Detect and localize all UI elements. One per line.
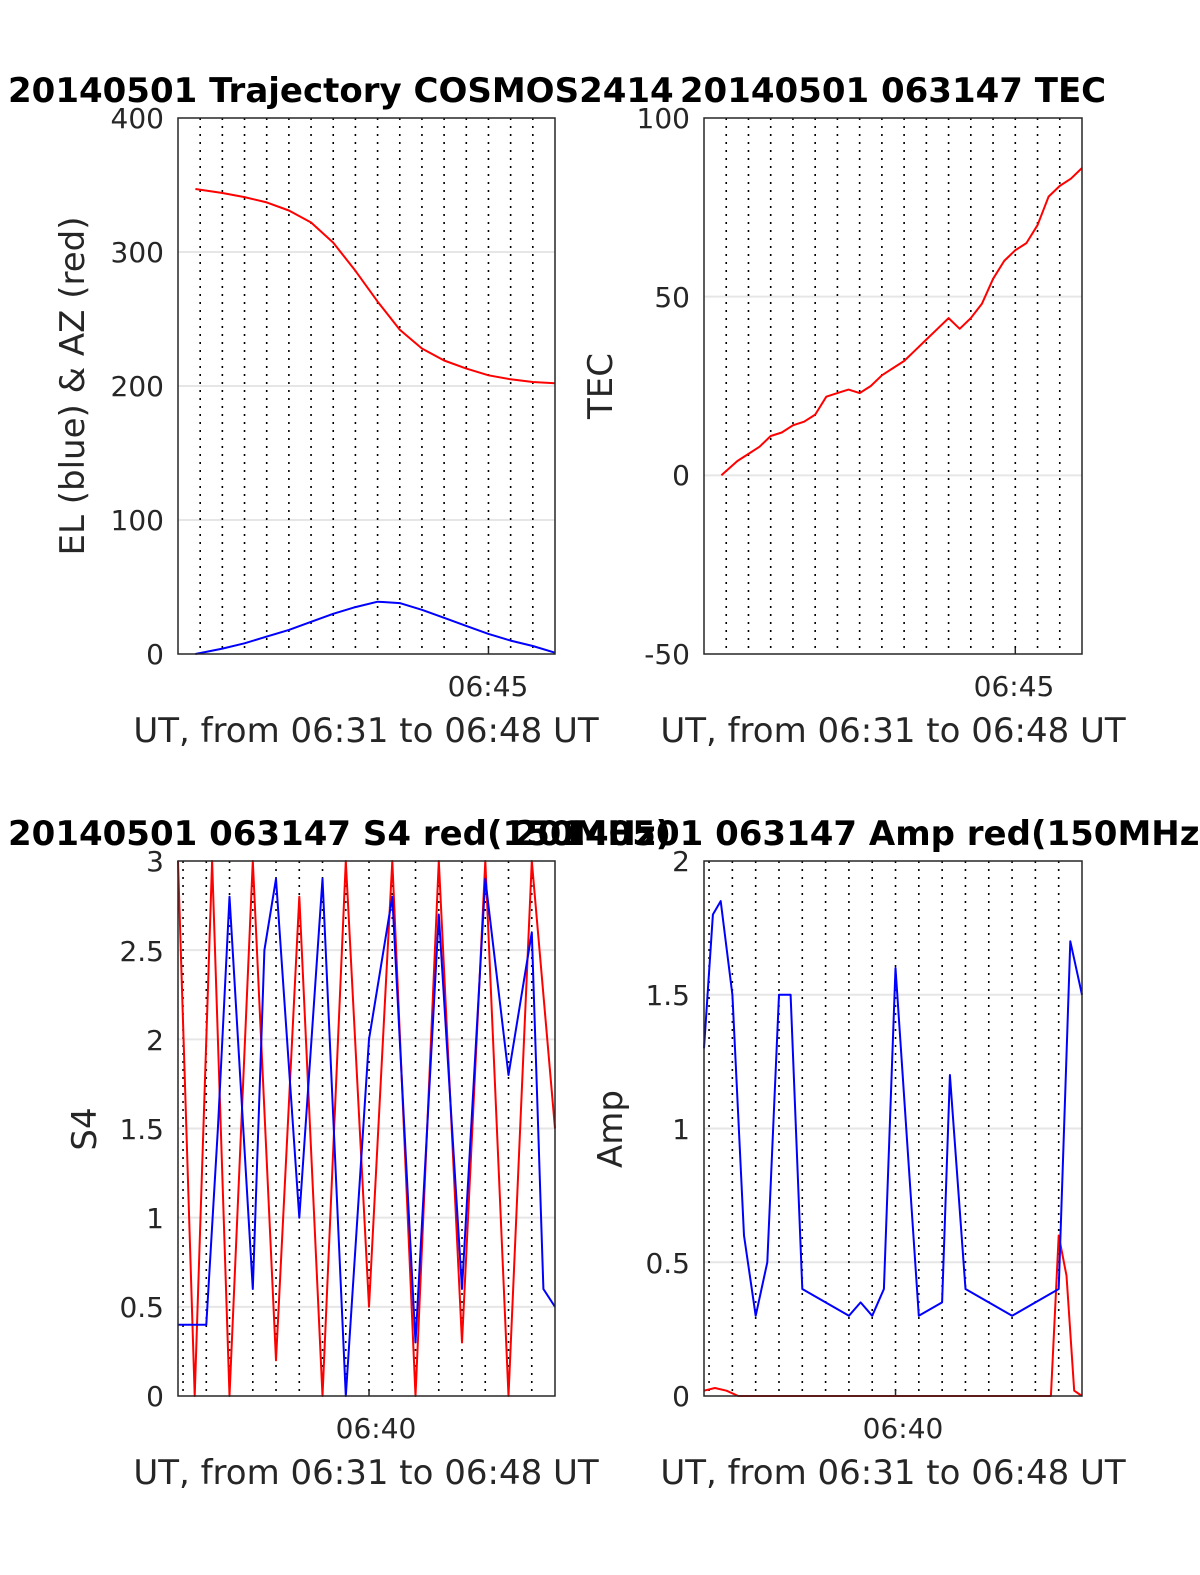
trajectory-y-axis-label: EL (blue) & AZ (red) [53, 216, 93, 555]
tec-y-tick: 100 [637, 102, 690, 135]
trajectory-y-tick: 200 [111, 370, 164, 403]
s4-y-tick: 0 [146, 1380, 164, 1413]
s4-title: 20140501 063147 S4 red(150MHz) [8, 814, 671, 854]
amp-y-tick: 2 [672, 845, 690, 878]
amp-x-axis-label: UT, from 06:31 to 06:48 UT [660, 1453, 1126, 1493]
series-line-blue [703, 900, 1083, 1317]
amp-x-tick: 06:40 [863, 1412, 944, 1445]
tec-y-axis-label: TEC [581, 353, 621, 420]
amp-plot-content [703, 861, 1083, 1397]
panel-trajectory: 20140501 Trajectory COSMOS2414 EL (blue)… [8, 71, 674, 751]
amp-y-axis-label: Amp [591, 1090, 631, 1168]
trajectory-y-tick: 100 [111, 504, 164, 537]
s4-y-tick: 0.5 [119, 1291, 164, 1324]
tec-x-axis-label: UT, from 06:31 to 06:48 UT [660, 711, 1126, 751]
series-line-blue [195, 600, 556, 655]
amp-y-tick: 1 [672, 1113, 690, 1146]
s4-plot-content [177, 860, 556, 1397]
s4-y-tick: 1 [146, 1202, 164, 1235]
amp-y-tick: 1.5 [645, 979, 690, 1012]
panel-s4: 20140501 063147 S4 red(150MHz) S4 UT, fr… [8, 814, 671, 1493]
trajectory-x-axis-label: UT, from 06:31 to 06:48 UT [133, 711, 599, 751]
series-line-blue [178, 877, 556, 1397]
series-line-red [703, 1234, 1083, 1397]
amp-y-tick: 0.5 [645, 1247, 690, 1280]
s4-y-tick: 3 [146, 845, 164, 878]
tec-x-tick: 06:45 [974, 670, 1055, 703]
trajectory-title: 20140501 Trajectory COSMOS2414 [8, 71, 674, 111]
s4-axes-box [177, 860, 556, 1397]
tec-y-tick: 50 [654, 281, 690, 314]
s4-x-axis-label: UT, from 06:31 to 06:48 UT [133, 1453, 599, 1493]
series-line-red [177, 860, 556, 1397]
panel-tec: 20140501 063147 TEC TEC UT, from 06:31 t… [581, 71, 1126, 751]
s4-y-tick: 1.5 [119, 1113, 164, 1146]
trajectory-y-tick: 400 [111, 102, 164, 135]
panel-amp: 20140501 063147 Amp red(150MHz) Amp UT, … [514, 814, 1200, 1493]
s4-y-tick: 2 [146, 1024, 164, 1057]
tec-y-tick: -50 [644, 638, 690, 671]
trajectory-plot-content [178, 118, 556, 655]
series-line-red [195, 188, 556, 385]
trajectory-y-tick: 300 [111, 236, 164, 269]
tec-title: 20140501 063147 TEC [680, 71, 1106, 111]
trajectory-x-tick: 06:45 [448, 670, 529, 703]
tec-plot-content [704, 118, 1083, 654]
trajectory-axes-box [177, 117, 556, 655]
tec-axes-box [703, 117, 1083, 655]
tec-y-tick: 0 [672, 459, 690, 492]
amp-axes-box [703, 860, 1083, 1397]
amp-y-tick: 0 [672, 1380, 690, 1413]
amp-title: 20140501 063147 Amp red(150MHz) [514, 814, 1200, 854]
s4-y-axis-label: S4 [65, 1107, 105, 1150]
s4-x-tick: 06:40 [336, 1412, 417, 1445]
series-line-red [720, 167, 1083, 477]
s4-y-tick: 2.5 [119, 935, 164, 968]
trajectory-y-tick: 0 [146, 638, 164, 671]
